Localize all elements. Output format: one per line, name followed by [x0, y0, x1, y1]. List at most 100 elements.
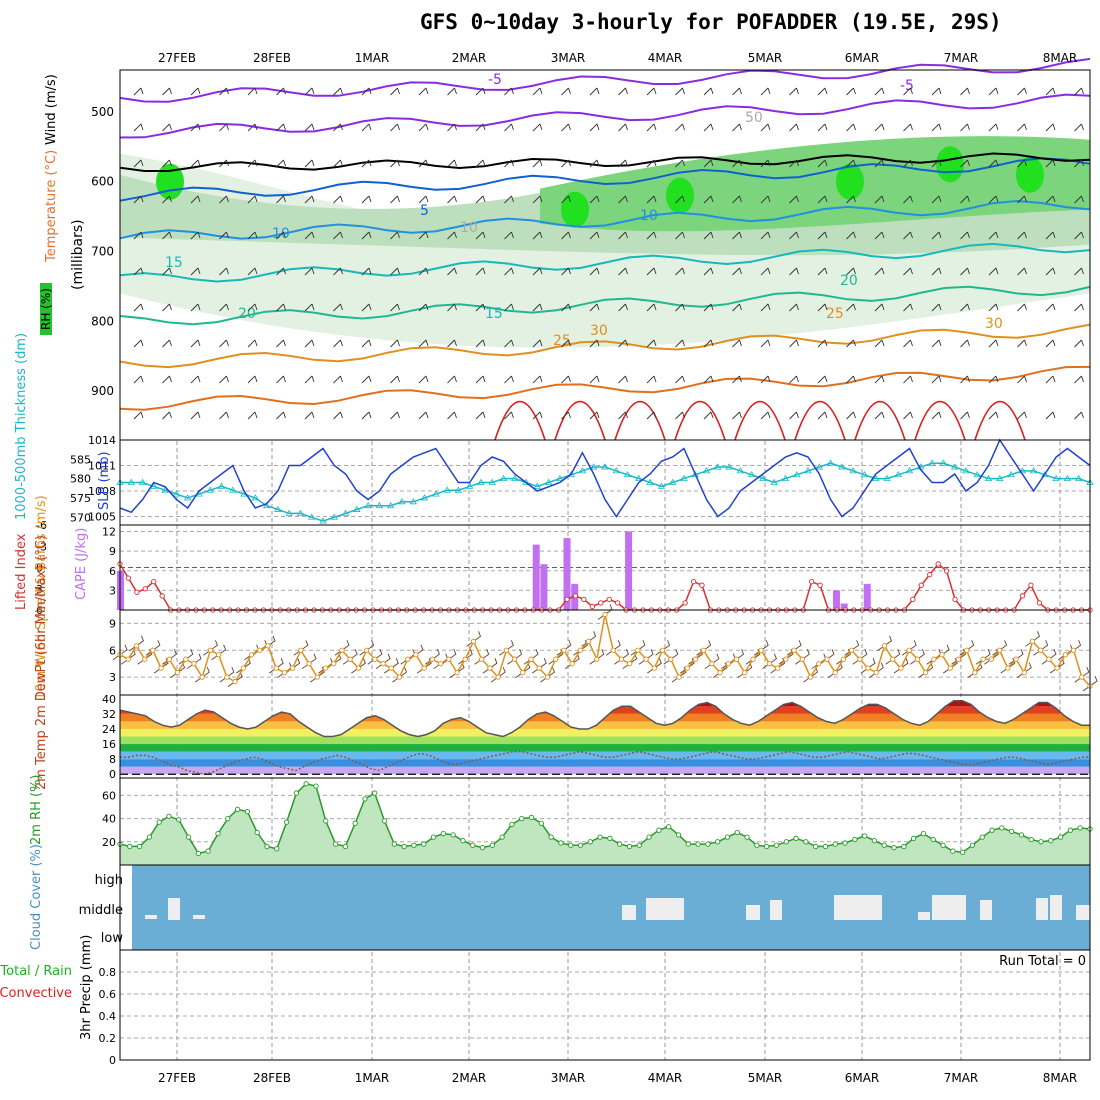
wind-barb — [333, 267, 343, 276]
rh-line-marker — [626, 843, 633, 850]
rh-line — [119, 782, 1091, 855]
rh-line-marker — [176, 817, 182, 823]
lifted-index-line-marker — [918, 582, 924, 588]
wind-barb-10m — [507, 649, 523, 665]
wind-barb — [304, 267, 315, 276]
isotherm-line — [119, 365, 1091, 411]
isotherm-label: 25 — [553, 333, 571, 349]
wind-speed-line-marker — [898, 665, 904, 671]
slp-tick-label: 1005 — [88, 511, 116, 524]
wind-barb — [475, 123, 486, 132]
li-tick-label: 6 — [36, 604, 43, 617]
wind-speed-line-marker — [635, 647, 641, 653]
rh-line-marker — [999, 825, 1005, 831]
wind-speed-line-marker — [158, 665, 164, 671]
wind-barb — [960, 231, 970, 240]
rh-line-marker — [597, 834, 603, 840]
wind-barb-10m — [1041, 649, 1057, 665]
lifted-index-line-marker — [699, 582, 705, 588]
wind-barb — [133, 231, 144, 240]
wind-barb — [646, 231, 657, 240]
wind-barb — [960, 267, 970, 276]
wind-barb-10m — [301, 653, 317, 670]
wind-barb — [361, 339, 372, 348]
wind-barb — [675, 87, 685, 96]
isotherm-label: 25 — [826, 306, 844, 322]
wind-barb — [247, 303, 258, 312]
thickness-ylabel: 1000-500mb Thickness (dm) — [14, 333, 29, 520]
cloud-block — [622, 905, 636, 920]
wind-speed-line-marker — [520, 669, 526, 676]
wind-speed-line-marker — [742, 669, 748, 676]
wind-barb — [418, 195, 429, 204]
wind-speed-line-marker — [1046, 656, 1052, 662]
wind-barb — [760, 87, 771, 96]
wind-barb-10m — [211, 644, 227, 661]
wind-barb — [618, 411, 628, 420]
wind-speed-line-marker — [322, 665, 329, 671]
temp-tick-label: 16 — [102, 738, 116, 751]
wind-speed-line-marker — [429, 656, 436, 662]
wind-barb — [1045, 339, 1056, 348]
freezing-line — [119, 152, 1091, 172]
wind-barb — [760, 303, 771, 312]
wind-barb — [703, 375, 714, 384]
isotherm-label: 50 — [745, 110, 763, 126]
thickness-line-marker — [804, 467, 812, 474]
rh-line-marker — [254, 829, 260, 836]
wind-speed-line-marker — [692, 656, 699, 662]
thickness-line-marker — [217, 482, 226, 489]
thickness-line-marker — [386, 501, 395, 509]
li-ylabel: Lifted Index — [14, 533, 29, 610]
wind-barb — [190, 159, 201, 168]
isotherm-line — [119, 285, 1091, 326]
cape-bar — [540, 564, 548, 610]
wind-barb — [931, 87, 942, 96]
thickness-line-marker — [353, 505, 361, 512]
wind-barb — [162, 195, 172, 204]
thickness-line-marker — [127, 478, 135, 485]
rh-line-marker — [156, 819, 162, 825]
thickness-line-marker — [544, 478, 553, 485]
rh-line-marker — [930, 836, 936, 843]
wind-barb — [276, 339, 286, 348]
wind-barb — [760, 159, 771, 168]
wind-speed-line-marker — [142, 656, 148, 662]
wind-barb — [561, 339, 571, 348]
wind-speed-line-marker — [240, 665, 246, 671]
date-label-top: 8MAR — [1043, 51, 1078, 65]
wind-barb — [817, 411, 828, 420]
wind-barb — [1017, 231, 1027, 240]
rh-line-marker — [656, 827, 662, 833]
wind-barb — [247, 267, 258, 276]
wind-barb — [931, 159, 942, 168]
rh-ylabel: 2m RH (%) — [29, 774, 44, 845]
wind-barb — [703, 231, 714, 240]
wind-speed-line-marker — [980, 656, 986, 662]
wind-barb — [789, 267, 799, 276]
wind-speed-line-marker — [725, 661, 731, 667]
wind-speed-line-marker — [273, 665, 279, 671]
wind-barb — [276, 159, 286, 168]
thickness-line-marker — [657, 482, 666, 489]
wind-speed-line-marker — [873, 669, 879, 676]
wind-barb — [703, 159, 714, 168]
lifted-index-line-marker — [134, 589, 140, 595]
temp-band — [120, 744, 1090, 752]
wind-barb — [504, 159, 514, 168]
wind-barb — [361, 159, 372, 168]
wind-barb — [276, 411, 286, 420]
wind-barb — [219, 231, 229, 240]
thickness-line-marker — [905, 467, 914, 474]
wind-barb — [760, 411, 771, 420]
thickness-tick-label: 570 — [70, 511, 91, 524]
lifted-index-line-marker — [682, 600, 688, 606]
wind-barb-10m — [367, 649, 383, 665]
wind-barb — [931, 411, 942, 420]
wind-barb — [646, 123, 657, 132]
thickness-line-marker — [635, 474, 643, 482]
thickness-line-marker — [826, 459, 835, 466]
wind-barb — [162, 411, 172, 420]
wind-barb — [874, 159, 885, 168]
wind-barb — [361, 267, 372, 276]
